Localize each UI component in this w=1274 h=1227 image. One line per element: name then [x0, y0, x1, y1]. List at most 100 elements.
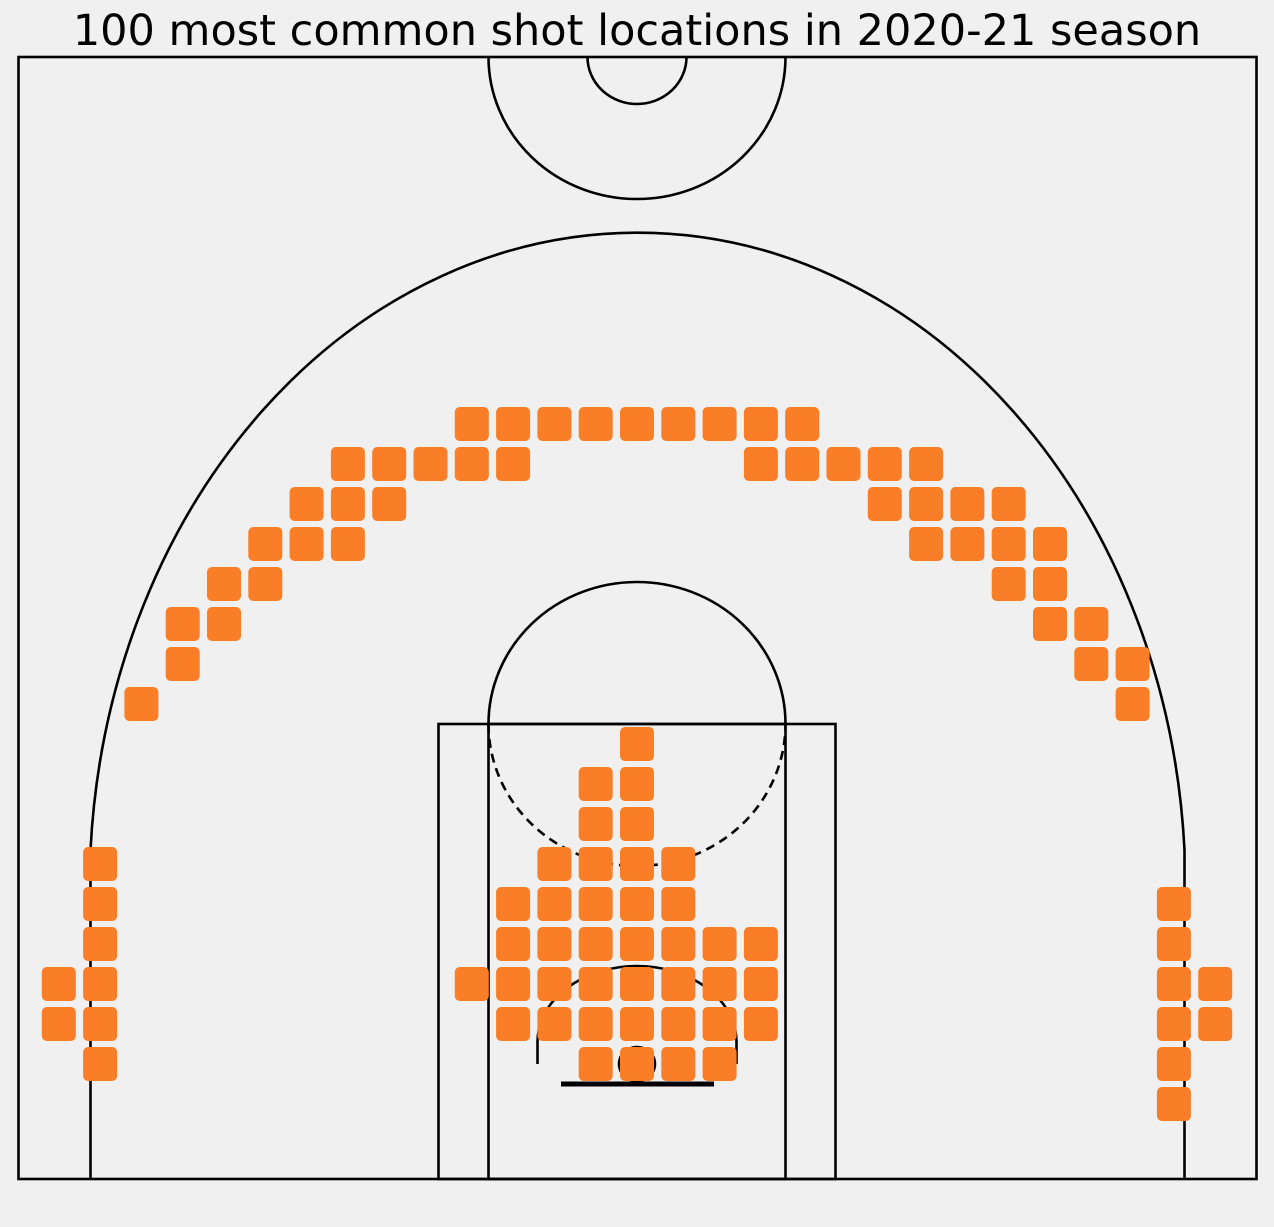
shot-marker [909, 487, 944, 521]
shot-marker [83, 1047, 118, 1081]
shot-marker [1115, 647, 1150, 681]
shot-marker [372, 447, 407, 481]
shot-marker [620, 407, 654, 441]
shot-marker [496, 407, 531, 441]
shot-marker [41, 967, 76, 1001]
shot-marker [743, 967, 778, 1001]
shot-marker [454, 407, 489, 441]
shot-marker [702, 1007, 737, 1041]
shot-marker [1156, 887, 1191, 921]
shot-marker [41, 1007, 76, 1041]
shot-marker [661, 1047, 696, 1081]
shot-marker [1033, 567, 1067, 601]
half-court-inner-circle [586, 56, 688, 106]
shot-marker [702, 967, 737, 1001]
shot-marker [620, 807, 654, 841]
shot-marker [83, 887, 118, 921]
paint-inner [487, 722, 787, 1181]
shot-marker [991, 487, 1026, 521]
court-lines [17, 55, 1258, 1181]
shot-marker [743, 1007, 778, 1041]
shot-marker [207, 607, 241, 641]
shot-marker [330, 487, 365, 521]
shot-marker [496, 927, 531, 961]
shot-marker [1156, 1047, 1191, 1081]
shot-marker [1074, 607, 1109, 641]
shot-marker [991, 527, 1026, 561]
shot-marker [661, 887, 696, 921]
shot-marker [578, 767, 613, 801]
shot-marker [661, 927, 696, 961]
shot-marker [1074, 647, 1109, 681]
shot-marker [1033, 527, 1067, 561]
shot-marker [743, 407, 778, 441]
shot-marker [496, 967, 531, 1001]
shot-marker [496, 887, 531, 921]
shot-marker [1198, 1007, 1233, 1041]
chart-title: 100 most common shot locations in 2020-2… [73, 6, 1201, 56]
shot-marker [124, 687, 159, 721]
shot-marker [83, 847, 118, 881]
shot-marker [620, 727, 654, 761]
shot-marker [620, 767, 654, 801]
shot-marker [372, 487, 407, 521]
shot-marker [83, 927, 118, 961]
half-court-outer-circle [487, 56, 787, 201]
shot-marker [578, 967, 613, 1001]
shot-marker [578, 1007, 613, 1041]
shot-marker [743, 927, 778, 961]
shot-marker [909, 527, 944, 561]
shot-marker [661, 1007, 696, 1041]
shot-marker [1156, 1087, 1191, 1121]
shot-marker [165, 607, 200, 641]
shot-marker [867, 487, 902, 521]
shot-marker [248, 527, 283, 561]
shot-marker [413, 447, 448, 481]
free-throw-circle-top [487, 580, 787, 725]
shot-marker [661, 407, 696, 441]
shot-marker [330, 527, 365, 561]
shot-marker [702, 407, 737, 441]
shot-marker [620, 1007, 654, 1041]
shot-marker [620, 927, 654, 961]
shot-marker [661, 967, 696, 1001]
three-point-line [89, 231, 1186, 1179]
shot-marker [1115, 687, 1150, 721]
shot-marker [991, 567, 1026, 601]
shot-marker [950, 487, 985, 521]
shot-marker [1198, 967, 1233, 1001]
shot-marker [1156, 1007, 1191, 1041]
shot-marker [289, 487, 324, 521]
shot-marker [578, 927, 613, 961]
shot-marker [785, 447, 820, 481]
shot-marker [1156, 967, 1191, 1001]
shot-marker [620, 887, 654, 921]
shot-marker [248, 567, 283, 601]
shot-marker [1156, 927, 1191, 961]
shot-marker [578, 887, 613, 921]
shot-marker [1033, 607, 1067, 641]
shot-marker [330, 447, 365, 481]
shot-marker [207, 567, 241, 601]
shot-marker [867, 447, 902, 481]
shot-marker [537, 887, 572, 921]
shot-marker [702, 1047, 737, 1081]
shot-marker [165, 647, 200, 681]
shot-marker [83, 1007, 118, 1041]
shot-marker [578, 847, 613, 881]
shot-marker [537, 927, 572, 961]
shot-marker [289, 527, 324, 561]
shot-markers [41, 407, 1233, 1121]
shot-marker [537, 407, 572, 441]
shot-marker [826, 447, 861, 481]
shot-marker [743, 447, 778, 481]
shot-marker [537, 967, 572, 1001]
shot-marker [83, 967, 118, 1001]
shot-marker [785, 407, 820, 441]
shot-marker [537, 847, 572, 881]
shot-marker [578, 407, 613, 441]
shot-marker [496, 447, 531, 481]
shot-marker [620, 1047, 654, 1081]
shot-marker [454, 967, 489, 1001]
